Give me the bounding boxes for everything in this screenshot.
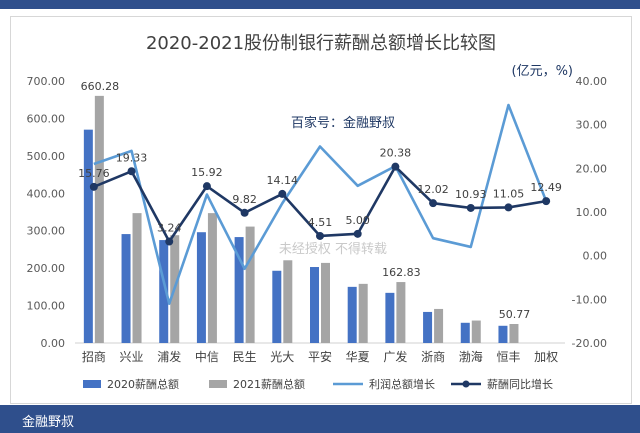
compensation-growth-marker [391, 162, 400, 171]
line-data-label: 19.33 [116, 151, 148, 164]
bar-2020 [196, 232, 206, 343]
bar-2021 [207, 213, 217, 343]
line-data-label: 5.00 [345, 214, 370, 227]
left-axis-tick-label: 400.00 [27, 187, 66, 200]
bar-2020 [272, 270, 282, 343]
bar-2020 [159, 240, 169, 343]
legend-label: 薪酬同比增长 [487, 377, 553, 391]
right-axis-tick-label: -20.00 [572, 337, 607, 350]
footer-text: 金融野叔 [22, 415, 75, 430]
right-axis-tick-label: 0.00 [583, 250, 608, 263]
x-axis-category-label: 华夏 [346, 350, 370, 364]
right-axis-tick-label: 40.00 [576, 75, 608, 88]
line-data-label: 15.92 [191, 166, 223, 179]
x-axis-category-label: 浙商 [421, 349, 445, 364]
compensation-growth-marker [316, 231, 324, 240]
compensation-growth-marker [466, 203, 475, 212]
bar-2021 [358, 283, 368, 343]
bar-2020 [121, 234, 131, 343]
footer-bar: 金融野叔 [0, 405, 640, 433]
x-axis-category-label: 光大 [270, 350, 294, 364]
x-axis-category-label: 渤海 [459, 349, 483, 364]
left-axis-tick-label: 200.00 [27, 262, 66, 275]
watermark-source: 百家号：金融野叔 [291, 115, 395, 131]
line-data-label: 15.76 [78, 167, 110, 180]
bar-2020 [310, 267, 319, 343]
x-axis-category-label: 广发 [383, 349, 407, 364]
right-axis-tick-label: 10.00 [576, 206, 608, 219]
bar-2020 [234, 237, 244, 343]
bar-2020 [423, 311, 433, 343]
bar-2021 [434, 308, 444, 343]
bar-2021 [283, 260, 293, 343]
top-banner [0, 0, 640, 9]
bar-data-label: 162.83 [382, 266, 421, 279]
line-data-label: 12.02 [417, 183, 449, 196]
left-axis-tick-label: 600.00 [27, 112, 66, 125]
bar-2020 [347, 286, 357, 343]
x-axis-category-label: 中信 [195, 349, 219, 364]
right-axis-tick-label: 20.00 [576, 162, 608, 175]
x-axis-category-label: 招商 [82, 349, 106, 364]
legend-swatch [83, 380, 101, 388]
legend-label: 2021薪酬总额 [233, 377, 305, 391]
bar-2021 [132, 213, 142, 343]
line-data-label: 3.24 [157, 222, 182, 235]
bar-2020 [498, 325, 508, 343]
bar-data-label: 660.28 [81, 80, 120, 93]
compensation-growth-marker [542, 197, 551, 206]
legend-swatch [209, 380, 227, 388]
chart: 2020-2021股份制银行薪酬总额增长比较图 (亿元，%) 百家号：金融野叔 … [27, 33, 608, 391]
legend-label: 利润总额增长 [369, 377, 435, 391]
compensation-growth-marker [165, 237, 174, 246]
left-axis-tick-label: 0.00 [41, 337, 66, 350]
profit-growth-line [93, 103, 548, 306]
chart-card: 2020-2021股份制银行薪酬总额增长比较图 (亿元，%) 百家号：金融野叔 … [10, 16, 632, 404]
bar-2021 [509, 323, 519, 343]
line-data-label: 20.38 [380, 147, 412, 160]
x-axis-category-label: 浦发 [157, 349, 181, 364]
line-data-label: 14.14 [267, 174, 299, 187]
compensation-growth-marker [127, 167, 136, 176]
x-axis-category-label: 恒丰 [496, 350, 520, 364]
compensation-growth-marker [429, 199, 438, 208]
bar-2020 [83, 129, 93, 343]
bar-2021 [396, 282, 406, 343]
bar-2021 [245, 226, 255, 343]
compensation-growth-marker [353, 229, 362, 238]
x-axis-category-label: 加权 [534, 350, 558, 364]
bar-2020 [460, 322, 470, 343]
bar-2021 [471, 320, 481, 343]
compensation-growth-marker [89, 182, 98, 191]
line-data-label: 4.51 [308, 216, 333, 229]
left-axis-tick-label: 300.00 [27, 225, 66, 238]
legend-label: 2020薪酬总额 [107, 377, 179, 391]
x-axis-category-label: 民生 [233, 350, 257, 364]
bar-2021 [321, 262, 330, 343]
right-axis-tick-label: -10.00 [572, 293, 607, 306]
legend-marker [462, 380, 470, 388]
compensation-growth-marker [202, 182, 211, 191]
right-axis-tick-label: 30.00 [576, 119, 608, 132]
bar-2020 [385, 292, 395, 343]
compensation-growth-marker [504, 203, 513, 212]
left-axis-tick-label: 500.00 [27, 150, 66, 163]
x-axis-category-label: 兴业 [120, 350, 144, 364]
line-data-label: 12.49 [530, 181, 562, 194]
chart-title: 2020-2021股份制银行薪酬总额增长比较图 [146, 33, 496, 54]
line-data-label: 11.05 [493, 187, 525, 200]
bar-data-label: 50.77 [499, 308, 531, 321]
watermark-notice: 未经授权 不得转载 [279, 241, 387, 257]
left-axis-tick-label: 100.00 [27, 300, 66, 313]
line-data-label: 9.82 [232, 193, 257, 206]
bar-2021 [94, 95, 104, 343]
line-data-label: 10.93 [455, 188, 487, 201]
left-axis-tick-label: 700.00 [27, 75, 66, 88]
x-axis-category-label: 平安 [308, 349, 332, 364]
compensation-growth-marker [278, 189, 287, 198]
compensation-growth-marker [240, 208, 249, 217]
unit-label: (亿元，%) [512, 64, 574, 79]
